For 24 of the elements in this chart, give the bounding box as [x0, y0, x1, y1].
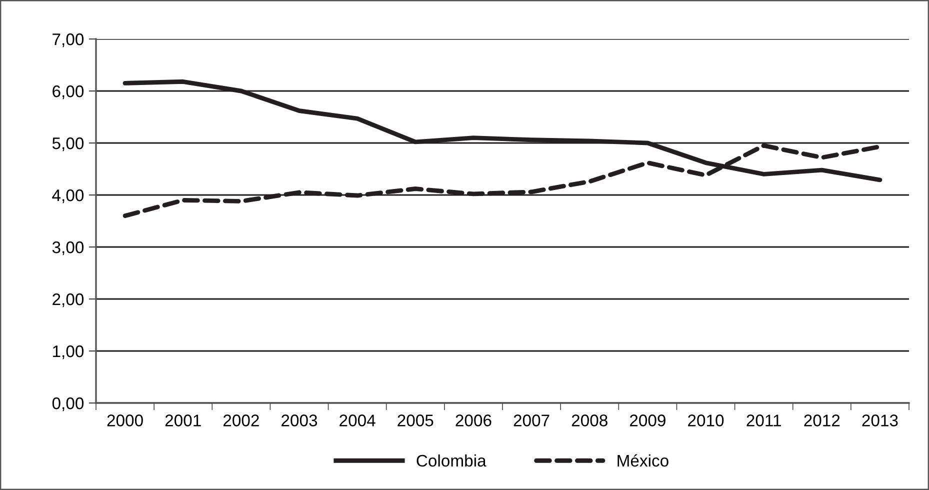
- x-tick-label: 2006: [456, 414, 492, 426]
- y-tick-label: 2,00: [52, 293, 84, 308]
- y-tick-label: 5,00: [52, 137, 84, 152]
- x-tick-label: 2009: [630, 414, 666, 426]
- x-tick-label: 2012: [804, 414, 840, 426]
- legend-label: México: [618, 454, 668, 467]
- x-tick-label: 2003: [282, 414, 318, 426]
- x-tick-label: 2008: [572, 414, 608, 426]
- x-tick-label: 2010: [688, 414, 724, 426]
- x-tick-label: 2001: [165, 414, 201, 426]
- y-tick-label: 7,00: [52, 33, 84, 48]
- x-tick-label: 2007: [514, 414, 550, 426]
- x-tick-label: 2000: [107, 414, 143, 426]
- x-tick-label: 2011: [746, 414, 781, 426]
- y-tick-label: 4,00: [52, 189, 84, 204]
- legend-label: Colombia: [416, 454, 486, 467]
- y-tick-label: 1,00: [53, 345, 84, 360]
- y-tick-label: 6,00: [52, 85, 84, 100]
- x-tick-label: 2004: [340, 414, 376, 426]
- y-tick-label: 3,00: [52, 241, 84, 256]
- x-tick-label: 2013: [862, 414, 898, 426]
- x-tick-label: 2002: [223, 414, 259, 426]
- x-tick-label: 2005: [398, 414, 434, 426]
- y-tick-label: 0,00: [52, 397, 84, 412]
